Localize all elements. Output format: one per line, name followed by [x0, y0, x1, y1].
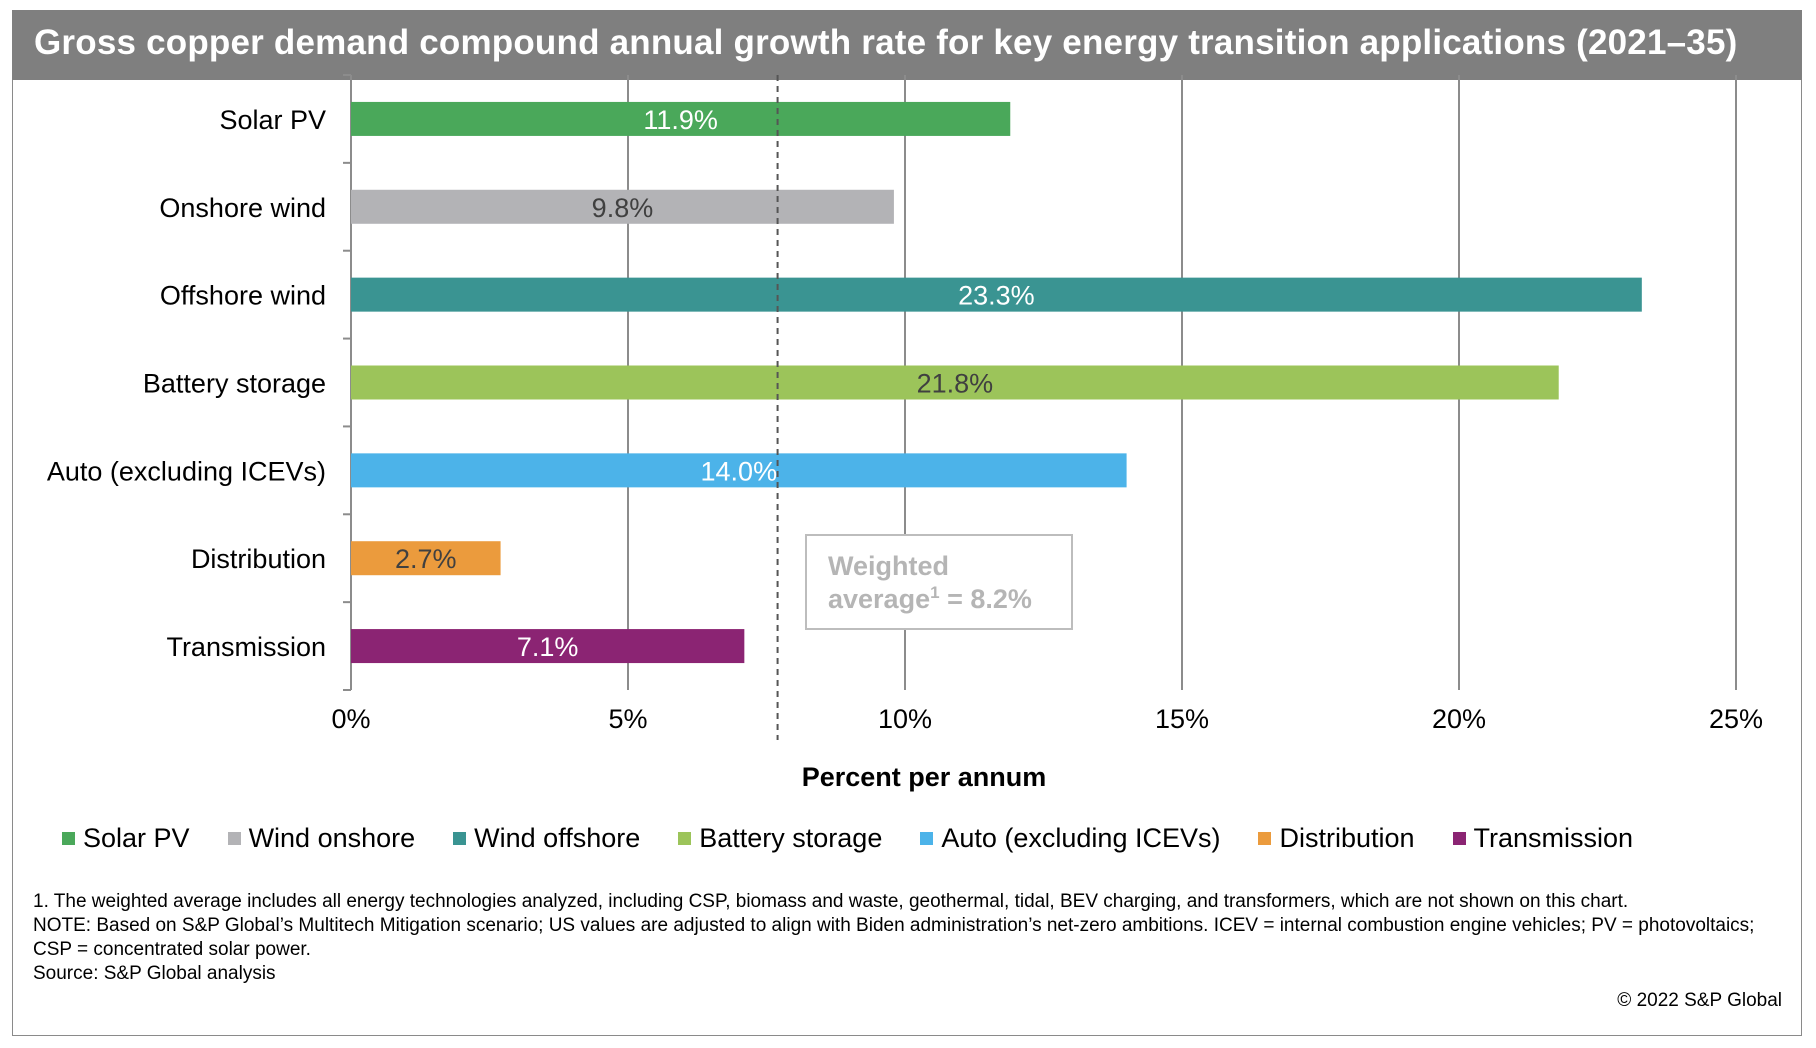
data-label-0: 11.9% [643, 105, 718, 135]
data-label-1: 9.8% [592, 193, 654, 223]
category-label-2: Offshore wind [160, 281, 326, 311]
legend-item-1: Wind onshore [227, 822, 416, 854]
legend-item-2: Wind offshore [453, 823, 640, 854]
chart-title: Gross copper demand compound annual grow… [34, 23, 1738, 62]
title-bar: Gross copper demand compound annual grow… [12, 10, 1802, 80]
data-label-4: 14.0% [701, 456, 778, 486]
legend-label-5: Distribution [1279, 822, 1415, 853]
legend-swatch-3 [678, 831, 692, 845]
data-label-2: 23.3% [958, 281, 1035, 311]
legend-item-6: Transmission [1452, 822, 1634, 854]
weighted-average-label-line2: average1 = 8.2% [828, 583, 1032, 614]
legend-label-2: Wind offshore [474, 822, 641, 853]
bar-6 [351, 629, 745, 664]
note-text: NOTE: Based on S&P Global’s Multitech Mi… [33, 915, 1755, 960]
weighted-average-box [805, 534, 1073, 630]
bar-2 [351, 277, 1642, 312]
legend-swatch-5 [1258, 831, 1272, 845]
source-text: Source: S&P Global analysis [33, 963, 276, 984]
bar-0 [351, 101, 1011, 136]
x-tick-label-1: 5% [608, 704, 647, 734]
data-label-6: 7.1% [517, 632, 579, 662]
x-tick-label-0: 0% [331, 704, 370, 734]
x-tick-label-4: 20% [1432, 704, 1486, 734]
legend-swatch-1 [227, 831, 241, 845]
data-label-3: 21.8% [917, 369, 994, 399]
chart-frame [12, 10, 1802, 1036]
category-label-5: Distribution [191, 544, 326, 574]
x-tick-label-3: 15% [1155, 704, 1209, 734]
category-label-0: Solar PV [219, 105, 326, 135]
footnote: 1. The weighted average includes all ene… [33, 891, 1629, 912]
weighted-average-label-line1: Weighted [828, 551, 949, 581]
legend-swatch-2 [453, 831, 467, 845]
category-label-3: Battery storage [143, 369, 326, 399]
legend-item-5: Distribution [1258, 822, 1415, 854]
notes: 1. The weighted average includes all ene… [33, 890, 1783, 986]
legend-label-6: Transmission [1473, 822, 1634, 853]
bar-5 [351, 541, 501, 576]
legend-swatch-4 [920, 831, 934, 845]
x-axis-title: Percent per annum [802, 762, 1047, 792]
copyright: © 2022 S&P Global [1617, 990, 1782, 1011]
bar-3 [351, 365, 1559, 400]
legend-item-4: Auto (excluding ICEVs) [920, 823, 1220, 854]
data-label-5: 2.7% [395, 544, 457, 574]
legend-item-0: Solar PV [62, 823, 190, 854]
category-label-1: Onshore wind [159, 193, 326, 223]
bar-4 [351, 453, 1127, 488]
legend-swatch-6 [1452, 831, 1466, 845]
legend-label-4: Auto (excluding ICEVs) [941, 822, 1221, 853]
legend: Solar PV Wind onshore Wind offshore Battery… [62, 818, 1671, 858]
category-label-6: Transmission [166, 632, 326, 662]
legend-label-3: Battery storage [699, 822, 883, 853]
legend-label-1: Wind onshore [248, 822, 416, 853]
legend-item-3: Battery storage [678, 823, 882, 854]
x-tick-label-5: 25% [1709, 704, 1763, 734]
category-label-4: Auto (excluding ICEVs) [47, 456, 326, 486]
legend-label-0: Solar PV [83, 822, 190, 853]
x-tick-label-2: 10% [878, 704, 932, 734]
bar-1 [351, 189, 894, 224]
legend-swatch-0 [62, 831, 75, 845]
